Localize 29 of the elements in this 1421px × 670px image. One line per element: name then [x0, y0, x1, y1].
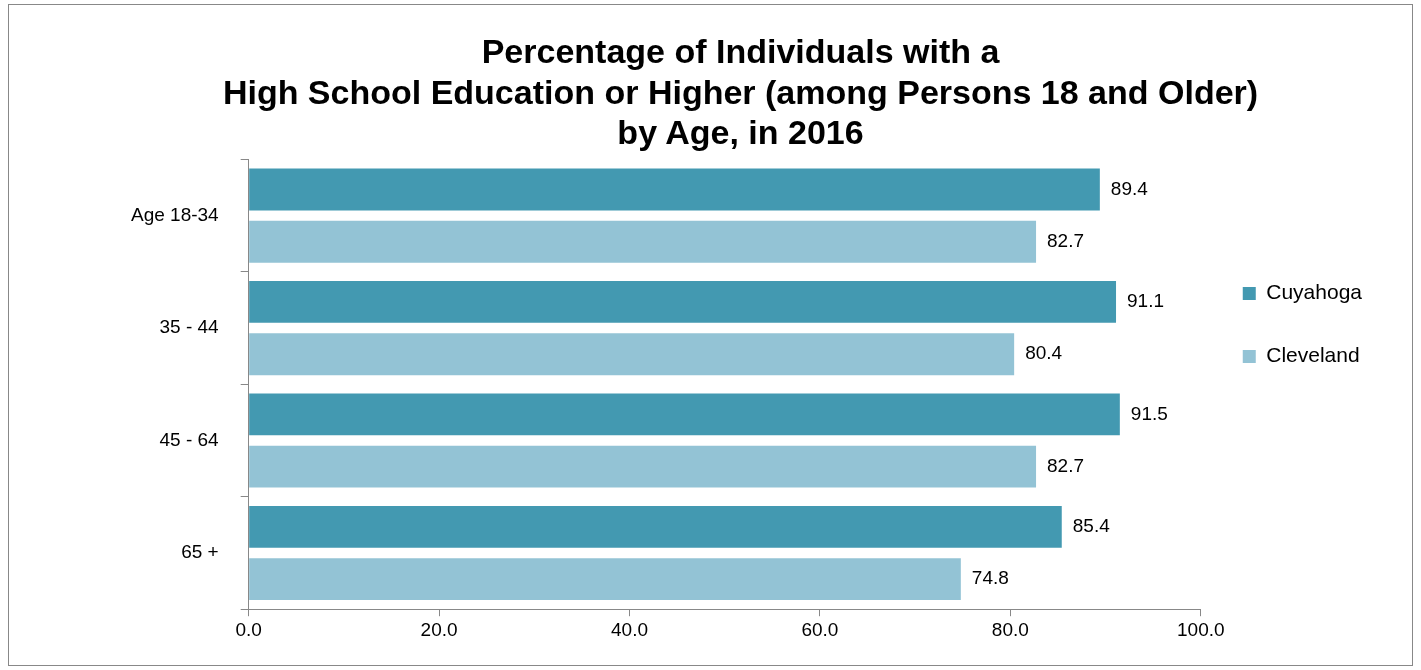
data-label: 91.5 [1130, 402, 1168, 424]
bar [249, 333, 1015, 376]
data-label: 74.8 [971, 567, 1009, 589]
data-label: 89.4 [1110, 177, 1149, 199]
bar [249, 558, 961, 601]
x-tick-label: 60.0 [801, 618, 839, 640]
x-tick-label: 0.0 [235, 618, 262, 640]
y-tick-label: Age 18-34 [130, 203, 220, 225]
x-tick-label: 40.0 [611, 618, 648, 640]
x-tick-label: 100.0 [1176, 618, 1225, 640]
data-label: 91.1 [1127, 290, 1165, 312]
y-tick-label: 35 - 44 [159, 316, 220, 338]
bar [249, 393, 1120, 436]
legend-label: Cuyahoga [1266, 280, 1363, 304]
bar [249, 220, 1037, 263]
bar [249, 505, 1062, 548]
y-tick-label: 65 + [181, 541, 219, 563]
data-label: 82.7 [1047, 454, 1085, 476]
x-tick-label: 20.0 [420, 618, 458, 640]
bar [249, 445, 1037, 488]
bar [249, 168, 1100, 211]
legend-label: Cleveland [1266, 343, 1360, 367]
chart-title: Percentage of Individuals with a High School Education or Higher (among Persons 18 and Older) by Age, in 2016 [222, 31, 1259, 152]
bar [249, 281, 1117, 323]
data-label: 80.4 [1025, 342, 1063, 364]
y-tick-label: 45 - 64 [159, 428, 220, 450]
data-label: 82.7 [1047, 230, 1085, 251]
data-label: 85.4 [1072, 515, 1111, 537]
x-tick-label: 80.0 [991, 618, 1029, 640]
